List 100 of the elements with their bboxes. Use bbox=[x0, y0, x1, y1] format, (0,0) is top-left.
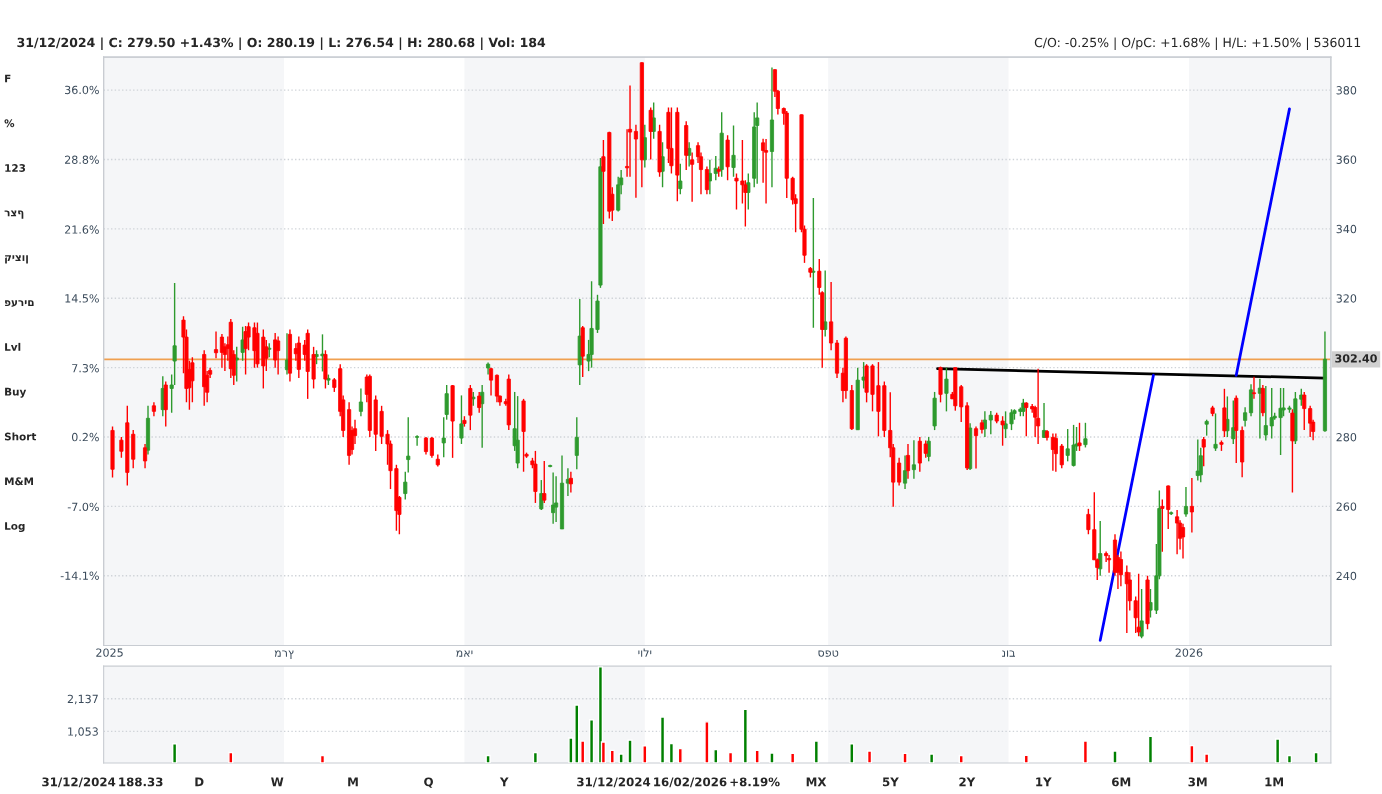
candlestick bbox=[219, 333, 224, 369]
x-tick-label: ספט bbox=[818, 650, 839, 657]
chart-title: 31/12/2024 | C: 279.50 +1.43% | O: 280.19 | L: 276.54 | H: 280.68 | Vol: 184 bbox=[17, 37, 546, 50]
candlestick bbox=[633, 124, 638, 199]
y2-tick-label: -14.1% bbox=[60, 571, 99, 580]
candlestick bbox=[1231, 399, 1236, 445]
candlestick bbox=[1189, 477, 1194, 534]
candlestick bbox=[542, 460, 547, 504]
candlestick bbox=[243, 325, 248, 376]
candlestick bbox=[574, 416, 579, 470]
text: M&M bbox=[5, 477, 33, 486]
y2-tick-label: 21.6% bbox=[65, 225, 99, 234]
candlestick bbox=[973, 425, 979, 470]
candlestick bbox=[1243, 406, 1248, 428]
candlestick bbox=[213, 330, 219, 359]
candlestick bbox=[568, 471, 573, 494]
candlestick bbox=[406, 416, 411, 474]
text: Y bbox=[499, 777, 509, 787]
text: F bbox=[5, 74, 11, 83]
candlestick bbox=[1083, 422, 1088, 449]
candlestick bbox=[276, 335, 281, 376]
text: 31/12/2024 bbox=[42, 777, 116, 788]
candlestick bbox=[1118, 550, 1123, 587]
bar bbox=[769, 752, 775, 764]
candlestick bbox=[486, 361, 491, 376]
y-tick-label: 2,137 bbox=[67, 694, 98, 705]
bar bbox=[659, 716, 666, 764]
candlestick bbox=[1201, 436, 1206, 467]
text: פערים bbox=[5, 300, 34, 308]
candlestick bbox=[944, 366, 949, 413]
y2-tick-label: 0.2% bbox=[71, 432, 99, 442]
text: Short bbox=[4, 432, 37, 441]
y2-tick-label: 7.3% bbox=[72, 364, 99, 373]
y2-tick-label: -7.0% bbox=[67, 502, 99, 512]
candlestick bbox=[911, 439, 916, 480]
candlestick bbox=[477, 391, 482, 414]
bar bbox=[1023, 754, 1029, 764]
text: W bbox=[271, 777, 284, 787]
text: Log bbox=[5, 522, 25, 532]
text: 3M bbox=[1188, 777, 1207, 787]
y-tick-label: 360 bbox=[1336, 155, 1357, 164]
text: Q bbox=[424, 777, 433, 788]
x-tick-label: יולי bbox=[638, 648, 652, 657]
bar bbox=[790, 752, 796, 764]
candlestick bbox=[690, 151, 695, 203]
candlestick bbox=[678, 162, 683, 195]
candlestick bbox=[143, 443, 148, 469]
y-tick-label: 320 bbox=[1336, 294, 1357, 303]
candlestick bbox=[172, 282, 177, 386]
text: MX bbox=[806, 777, 827, 787]
text: 5Y bbox=[882, 777, 899, 787]
candlestick bbox=[1251, 375, 1257, 400]
bar bbox=[1112, 750, 1118, 764]
bar bbox=[713, 748, 719, 764]
candlestick bbox=[403, 471, 408, 501]
candlestick bbox=[551, 471, 556, 525]
candlestick bbox=[1183, 486, 1189, 518]
candlestick bbox=[515, 395, 520, 469]
x-tick-label: מרץ bbox=[274, 650, 294, 659]
candlestick bbox=[441, 416, 446, 458]
y2-tick-label: 36.0% bbox=[65, 85, 99, 95]
text: קיצון bbox=[5, 255, 28, 264]
text: 1M bbox=[1265, 777, 1283, 787]
candlestick bbox=[1175, 509, 1180, 555]
candlestick bbox=[240, 326, 245, 362]
bar bbox=[704, 721, 710, 764]
chart-subtitle: C/O: -0.25% | O/pC: +1.68% | H/L: +1.50% | 536011 bbox=[1034, 37, 1361, 50]
candlestick bbox=[234, 346, 239, 383]
candlestick bbox=[829, 281, 834, 351]
candlestick bbox=[1139, 588, 1144, 639]
candlestick bbox=[1213, 412, 1218, 452]
x-tick-label: מאי bbox=[456, 650, 473, 657]
text: D bbox=[195, 777, 204, 787]
bar bbox=[668, 742, 675, 764]
text: 16/02/2026 bbox=[654, 777, 727, 788]
y-tick-label: 260 bbox=[1336, 502, 1357, 511]
y2-tick-label: 28.8% bbox=[65, 155, 99, 164]
x-tick-label: 2025 bbox=[96, 648, 123, 657]
candlestick bbox=[764, 138, 769, 205]
bar bbox=[319, 754, 326, 764]
text: M bbox=[348, 777, 358, 787]
y-tick-label: 240 bbox=[1336, 571, 1357, 581]
y2-tick-label: 14.5% bbox=[65, 294, 99, 303]
candlestick bbox=[731, 124, 736, 178]
candlestick bbox=[1248, 383, 1254, 417]
candlestick bbox=[897, 457, 902, 487]
text: 6M bbox=[1112, 777, 1131, 787]
bar bbox=[677, 747, 683, 764]
text: רצף bbox=[4, 210, 24, 219]
text: Lvl bbox=[5, 342, 21, 351]
text: 2Y bbox=[959, 777, 976, 787]
bar bbox=[1082, 740, 1089, 764]
bar bbox=[813, 740, 819, 764]
candlestick bbox=[488, 366, 494, 397]
ref-line-label: 302.40 bbox=[1335, 354, 1377, 363]
candlestick bbox=[988, 410, 993, 435]
candlestick bbox=[358, 387, 363, 417]
candlestick bbox=[902, 454, 908, 490]
candlestick bbox=[1222, 388, 1227, 438]
y-tick-label: 1,053 bbox=[68, 727, 98, 737]
